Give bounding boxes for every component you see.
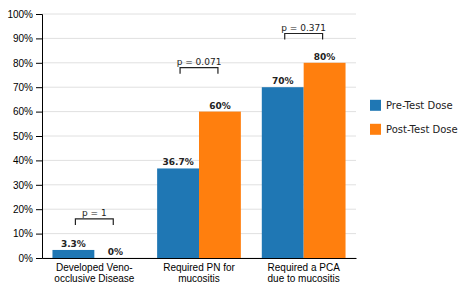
y-tick-mark [36,63,42,64]
y-tick: 70% [13,82,42,93]
y-tick-label: 90% [13,33,33,44]
data-label: 0% [108,247,123,257]
y-tick: 10% [13,228,42,239]
data-label: 70% [272,76,294,86]
bar [304,63,346,258]
bar [157,168,199,258]
series [199,63,346,258]
y-tick-label: 10% [13,228,33,239]
x-tick: Required PN formucositis [163,262,235,284]
y-tick-mark [36,234,42,235]
y-tick-label: 0% [19,253,34,264]
legend-swatch [370,100,381,111]
bracket-line [75,219,113,225]
y-tick: 20% [13,204,42,215]
bracket [75,219,113,225]
annotation: p = 1 [82,208,107,218]
annotation: p = 0.071 [177,57,222,67]
legend-label: Post-Test Dose [386,124,458,135]
bar [52,250,94,258]
x-tick-label-line: occlusive Disease [54,273,134,284]
legend: Pre-Test Dose Post-Test Dose [370,100,458,135]
y-tick: 40% [13,155,42,166]
y-tick-label: 30% [13,180,33,191]
bar [262,87,304,258]
bracket-line [180,68,218,74]
bar [94,258,136,259]
x-axis-line [43,258,357,259]
grid-line [42,38,356,39]
y-tick: 60% [13,106,42,117]
chart: 0% 10% 20% 30% 40% 50% 60% 70% 80% 90% 100% Develop… [0,0,474,294]
y-tick-mark [36,136,42,137]
x-tick-label-line: mucositis [178,273,220,284]
grid [42,14,356,258]
y-tick: 0% [19,253,42,264]
y-tick-mark [36,38,42,39]
annotation: p = 0.371 [281,23,326,33]
data-label: 3.3% [61,239,86,249]
legend-item: Pre-Test Dose [370,100,453,111]
y-axis-line [36,15,43,259]
bar [199,112,241,258]
bracket-line [285,34,323,40]
legend-label: Pre-Test Dose [386,100,453,111]
y-tick-label: 50% [13,131,33,142]
y-axis: 0% 10% 20% 30% 40% 50% 60% 70% 80% 90% 100% [7,9,42,264]
x-tick-label-line: Required PN for [163,262,235,273]
x-tick-label-line: Developed Veno- [56,262,133,273]
x-tick: Required a PCAdue to mucositis [268,262,341,284]
y-tick: 50% [13,131,42,142]
legend-item: Post-Test Dose [370,124,458,135]
series [52,87,303,258]
y-tick-label: 70% [13,82,33,93]
legend-swatch [370,124,381,135]
y-tick-mark [36,258,42,259]
y-tick-label: 80% [13,58,33,69]
y-tick-label: 40% [13,155,33,166]
y-tick-mark [36,14,42,15]
data-label: 60% [209,101,231,111]
bracket [285,34,323,40]
y-tick: 90% [13,33,42,44]
y-tick: 80% [13,58,42,69]
bracket [180,68,218,74]
y-tick-label: 60% [13,106,33,117]
y-tick-label: 20% [13,204,33,215]
grid-line [42,14,356,15]
x-tick-label: Required PN formucositis [163,262,235,284]
y-tick-mark [36,87,42,88]
y-tick-mark [36,209,42,210]
x-axis: Developed Veno-occlusive Disease Required… [43,259,357,285]
y-tick: 100% [7,9,42,20]
data-label: 36.7% [162,157,193,167]
y-tick-mark [36,112,42,113]
labels: 3.3% 36.7% 70% 0% 60% 80% p = 1 p = 0.071 p = 0.… [61,23,335,257]
x-tick-label: Required a PCAdue to mucositis [268,262,341,284]
y-tick: 30% [13,180,42,191]
data-label: 80% [314,52,336,62]
y-tick-mark [36,160,42,161]
plot: 0% 10% 20% 30% 40% 50% 60% 70% 80% 90% 100% Develop… [7,9,356,284]
x-tick: Developed Veno-occlusive Disease [54,262,134,284]
x-tick-label-line: Required a PCA [268,262,341,273]
y-tick-mark [36,185,42,186]
marks [52,34,345,258]
y-tick-label: 100% [7,9,33,20]
x-tick-label-line: due to mucositis [268,273,340,284]
x-tick-label: Developed Veno-occlusive Disease [54,262,134,284]
